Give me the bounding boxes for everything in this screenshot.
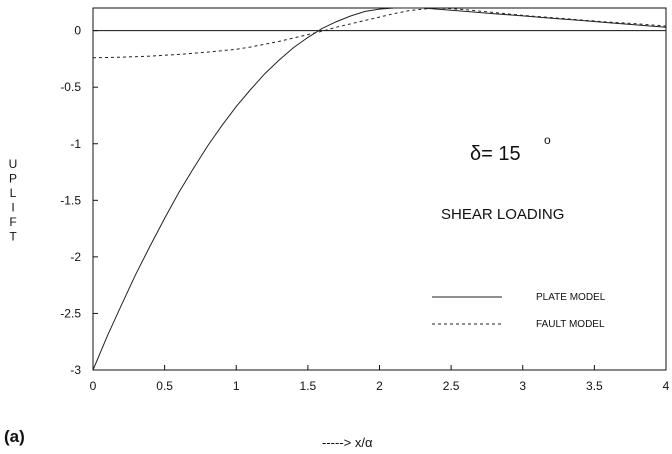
x-tick-label: 3 [519, 379, 526, 393]
x-tick-label: 0 [90, 379, 97, 393]
y-tick-label: -1 [70, 137, 81, 151]
loading-annotation: SHEAR LOADING [441, 206, 564, 223]
x-tick-label: 2 [376, 379, 383, 393]
x-tick-label: 1 [233, 379, 240, 393]
x-tick-label: 0.5 [156, 379, 173, 393]
y-tick-label: 0 [74, 24, 81, 38]
legend-label-plate: PLATE MODEL [536, 292, 606, 303]
y-axis-label-char: P [9, 172, 17, 186]
x-tick-label: 3.5 [586, 379, 603, 393]
y-tick-label: -3 [70, 363, 81, 377]
y-axis-label-char: I [11, 201, 14, 215]
x-axis-ticks: 0 0.5 1 1.5 2 2.5 3 3.5 4 [90, 365, 670, 393]
panel-label: (a) [4, 427, 25, 446]
degree-annotation: o [544, 133, 551, 147]
y-axis-ticks: 0 -0.5 -1 -1.5 -2 -2.5 -3 [60, 24, 98, 377]
x-axis-label: -----> x/α [322, 435, 373, 450]
legend: PLATE MODEL FAULT MODEL [432, 292, 606, 330]
y-axis-label-char: T [9, 230, 17, 244]
y-tick-label: -2.5 [60, 306, 81, 320]
y-tick-label: -1.5 [60, 193, 81, 207]
y-axis-label-char: F [9, 215, 16, 229]
y-tick-label: -0.5 [60, 80, 81, 94]
legend-label-fault: FAULT MODEL [536, 319, 605, 330]
y-axis-label-char: L [10, 186, 17, 200]
x-tick-label: 1.5 [300, 379, 317, 393]
plot-frame [92, 7, 667, 371]
y-tick-label: -2 [70, 250, 81, 264]
fault-model-line [92, 7, 667, 59]
plate-model-line [92, 7, 667, 371]
x-tick-label: 2.5 [443, 379, 460, 393]
x-tick-label: 4 [663, 379, 670, 393]
y-axis-label-char: U [9, 157, 18, 171]
delta-annotation: δ= 15 [470, 143, 521, 165]
